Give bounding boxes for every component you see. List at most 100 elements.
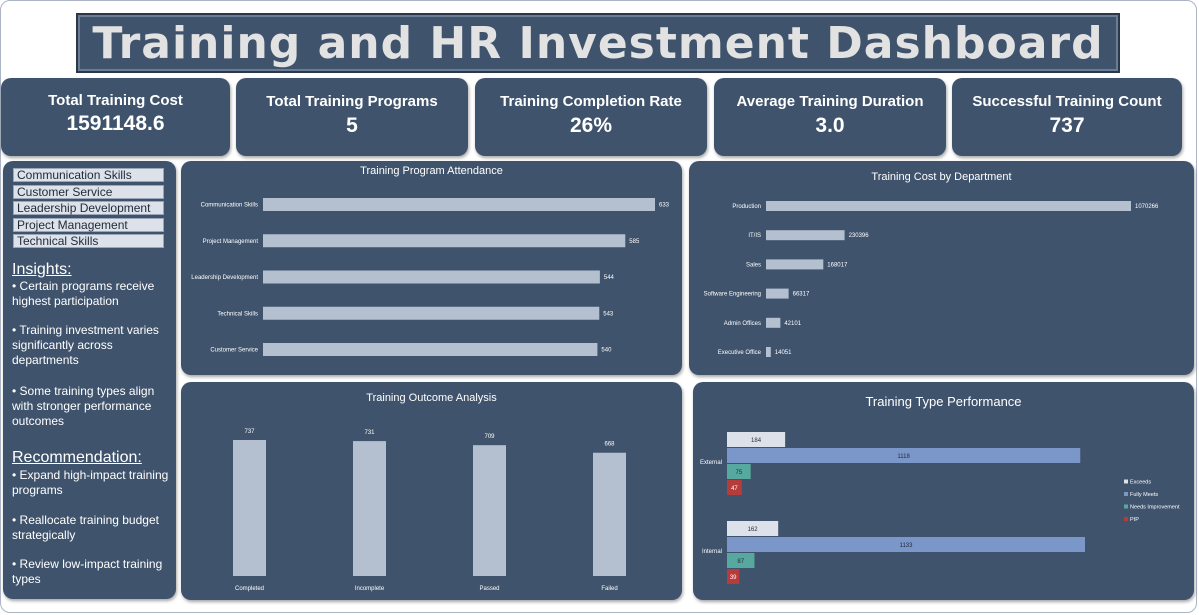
legend-label: Exceeds: [1130, 480, 1151, 486]
data-label: 75: [736, 470, 743, 476]
data-label: 731: [364, 430, 375, 436]
data-label: 668: [604, 442, 615, 448]
type-performance-chart: External 184 1118 75 47 Internal 162 1133 87 39 Ex…: [700, 432, 1180, 584]
bar: [263, 198, 655, 211]
bar: [727, 480, 742, 495]
category-label: Admin Offices: [724, 321, 761, 327]
data-label: 543: [603, 311, 614, 317]
bar: [727, 521, 779, 536]
bar: [353, 441, 386, 576]
category-label: Sales: [746, 262, 761, 268]
data-label: 1070266: [1135, 204, 1159, 210]
kpi-card-total-training-programs: Total Training Programs 5: [236, 78, 468, 156]
kpi-card-training-completion-rate: Training Completion Rate 26%: [475, 78, 707, 156]
bar: [263, 270, 600, 284]
data-label: 737: [244, 429, 255, 435]
legend-swatch: [1124, 504, 1128, 509]
data-label: 633: [659, 203, 670, 209]
category-label: Production: [732, 204, 761, 210]
slicer-item-leadership-development[interactable]: Leadership Development: [13, 201, 164, 215]
kpi-label: Training Completion Rate: [500, 93, 682, 110]
attendance-bar-chart: Communication Skills 633 Project Managemen…: [191, 198, 670, 356]
slicer-item-communication-skills[interactable]: Communication Skills: [13, 168, 164, 182]
bar: [473, 445, 506, 576]
kpi-value: 5: [346, 114, 358, 137]
kpi-value: 26%: [569, 114, 613, 137]
chart-title: Training Cost by Department: [871, 171, 1012, 183]
outcome-column-chart: 737 Completed 731 Incomplete 709 Passed 668 Fai…: [233, 429, 626, 592]
category-label: Incomplete: [355, 586, 385, 592]
bar: [727, 537, 1085, 552]
recommendation-heading: Recommendation:: [12, 449, 142, 466]
bar: [766, 347, 771, 357]
chart-title: Training Type Performance: [865, 394, 1022, 409]
data-label: 168017: [827, 262, 848, 268]
data-label: 47: [731, 486, 738, 492]
cost-bar-chart: Production 1070266 IT/IS 230396 Sales 168017 S…: [704, 201, 1159, 357]
kpi-value: 1591148.6: [66, 112, 165, 135]
kpi-card-successful-training-count: Successful Training Count 737: [952, 78, 1182, 156]
bar: [766, 201, 1131, 211]
insight-item: • Some training types align with stronge…: [12, 384, 155, 428]
bar: [766, 230, 845, 241]
legend-swatch: [1124, 479, 1128, 484]
insights-heading: Insights:: [12, 261, 72, 278]
slicer-item-customer-service[interactable]: Customer Service: [13, 185, 164, 199]
recommendation-item: • Expand high-impact training programs: [12, 468, 169, 497]
insight-item: • Training investment varies significant…: [12, 323, 159, 367]
category-label: Failed: [601, 586, 617, 592]
data-label: 66317: [793, 292, 810, 298]
kpi-value: 3.0: [815, 114, 845, 137]
data-label: 230396: [849, 233, 870, 239]
bar: [727, 448, 1081, 463]
kpi-label: Total Training Cost: [48, 92, 183, 109]
data-label: 540: [601, 348, 612, 354]
data-label: 42101: [784, 321, 801, 327]
kpi-card-total-training-cost: Total Training Cost 1591148.6: [1, 78, 230, 156]
bar: [766, 317, 781, 328]
kpi-value: 737: [1049, 114, 1085, 137]
slicer-item-technical-skills[interactable]: Technical Skills: [13, 234, 164, 248]
chart-panel-program-attendance: Training Program Attendance Communicatio…: [181, 161, 682, 375]
category-label: Software Engineering: [704, 292, 761, 298]
data-label: 87: [737, 559, 744, 565]
data-label: 14051: [775, 350, 792, 356]
data-label: 544: [604, 275, 615, 281]
bar: [233, 440, 266, 576]
chart-title: Training Program Attendance: [360, 165, 503, 177]
legend-swatch: [1124, 517, 1128, 521]
bar: [766, 288, 789, 299]
kpi-label: Total Training Programs: [266, 93, 438, 110]
data-label: 162: [748, 527, 759, 533]
bar: [727, 553, 755, 568]
kpi-label: Average Training Duration: [736, 93, 924, 110]
bar: [727, 569, 740, 584]
bar: [263, 234, 626, 248]
category-label: Executive Office: [718, 350, 762, 356]
category-label: IT/IS: [748, 233, 761, 239]
data-label: 39: [730, 575, 737, 581]
category-label: Completed: [235, 586, 264, 592]
dashboard-title-banner: Training and HR Investment Dashboard: [76, 13, 1120, 73]
legend-label: PIP: [1130, 517, 1139, 523]
category-label: Customer Service: [210, 348, 258, 354]
chart-panel-type-performance: Training Type Performance External 184 111…: [693, 382, 1194, 600]
bar: [263, 306, 600, 320]
category-label: Technical Skills: [217, 311, 258, 317]
legend-label: Fully Meets: [1130, 492, 1158, 498]
bar: [593, 452, 626, 576]
data-label: 585: [629, 239, 640, 245]
chart-title: Training Outcome Analysis: [366, 392, 497, 404]
bar: [263, 343, 598, 356]
category-label: Passed: [479, 586, 499, 592]
category-label: Internal: [702, 549, 722, 555]
chart-panel-cost-by-department: Training Cost by Department Production 10…: [689, 161, 1194, 375]
legend-label: Needs Improvement: [1130, 505, 1180, 511]
category-label: Communication Skills: [201, 203, 258, 209]
insights-sidebar: Communication Skills Customer Service Le…: [3, 161, 176, 599]
slicer-item-project-management[interactable]: Project Management: [13, 218, 164, 232]
kpi-label: Successful Training Count: [972, 93, 1162, 110]
chart-panel-outcome-analysis: Training Outcome Analysis 737 Completed 73…: [181, 382, 682, 600]
recommendation-item: • Reallocate training budget strategical…: [12, 513, 159, 542]
